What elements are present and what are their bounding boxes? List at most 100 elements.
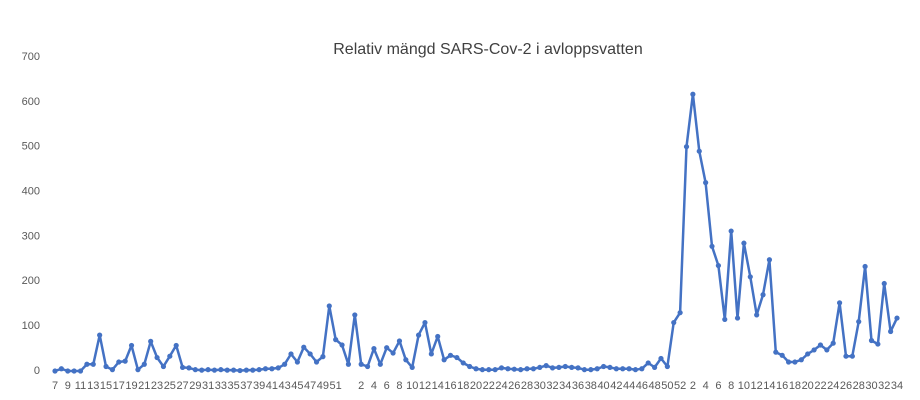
data-point (128, 342, 135, 349)
data-point (811, 347, 817, 353)
data-point (243, 367, 249, 373)
data-point (109, 367, 116, 373)
x-tick-label: 7 (52, 380, 58, 392)
x-tick-label: 30 (865, 380, 877, 392)
x-tick-label: 52 (674, 380, 686, 392)
x-tick-label: 6 (715, 380, 721, 392)
data-point (824, 347, 830, 353)
x-tick-label: 48 (648, 380, 660, 392)
x-tick-label: 19 (125, 380, 137, 392)
x-tick-label: 24 (495, 380, 507, 392)
data-point (645, 360, 651, 366)
data-point (709, 243, 715, 249)
x-tick-label: 18 (457, 380, 469, 392)
data-point (830, 340, 836, 346)
data-point (728, 228, 734, 234)
data-point (371, 345, 377, 352)
data-point (403, 357, 409, 363)
data-point (199, 367, 205, 373)
data-point (664, 363, 670, 370)
x-tick-label: 37 (240, 380, 252, 392)
x-tick-label: 27 (176, 380, 188, 392)
x-tick-label: 22 (483, 380, 495, 392)
data-point (683, 144, 690, 150)
x-tick-label: 36 (572, 380, 584, 392)
data-point (754, 312, 760, 318)
data-point (320, 354, 326, 360)
data-point (530, 366, 537, 372)
y-tick-label: 400 (22, 185, 40, 197)
data-point (766, 257, 773, 263)
x-tick-label: 42 (610, 380, 622, 392)
data-point (460, 360, 466, 366)
data-point (173, 342, 179, 349)
x-tick-label: 34 (891, 380, 903, 392)
data-point (722, 316, 728, 323)
x-tick-label: 20 (802, 380, 814, 392)
x-tick-label: 8 (396, 380, 402, 392)
data-point (696, 148, 702, 154)
data-point (179, 364, 186, 371)
data-point (224, 367, 230, 373)
data-point (779, 352, 785, 358)
x-tick-label: 32 (546, 380, 558, 392)
data-point (58, 366, 64, 372)
data-point (632, 367, 639, 373)
series-line (54, 92, 899, 373)
x-tick-label: 2 (358, 380, 364, 392)
x-tick-label: 21 (138, 380, 150, 392)
x-tick-label: 51 (330, 380, 342, 392)
x-tick-label: 17 (113, 380, 125, 392)
data-point (447, 352, 454, 358)
data-point (894, 315, 900, 321)
data-point (569, 364, 575, 371)
data-point (562, 363, 568, 370)
x-tick-label: 46 (636, 380, 648, 392)
data-point (396, 338, 403, 344)
data-point (607, 364, 613, 371)
data-point (620, 366, 626, 372)
data-point (167, 353, 173, 359)
data-point (588, 367, 594, 373)
x-tick-label: 25 (164, 380, 176, 392)
y-tick-label: 0 (34, 365, 40, 377)
x-tick-label: 9 (65, 380, 71, 392)
x-tick-label: 41 (266, 380, 278, 392)
data-point (760, 292, 766, 298)
data-point (511, 366, 517, 372)
x-tick-label: 14 (763, 380, 775, 392)
x-tick-label: 40 (597, 380, 609, 392)
data-point (384, 345, 390, 351)
data-point (65, 368, 71, 374)
data-point (486, 367, 492, 373)
data-point (275, 365, 281, 371)
data-point (505, 366, 511, 372)
data-point (211, 367, 218, 373)
x-tick-label: 14 (432, 380, 444, 392)
data-point (543, 363, 549, 369)
data-point (186, 365, 192, 371)
x-tick-label: 24 (827, 380, 839, 392)
x-tick-label: 16 (776, 380, 788, 392)
data-point (652, 364, 658, 371)
x-tick-label: 6 (384, 380, 390, 392)
data-point (339, 342, 345, 348)
data-point (294, 359, 300, 365)
data-point (422, 319, 428, 326)
data-point (817, 342, 824, 348)
data-point (785, 359, 792, 365)
data-point (160, 363, 167, 370)
data-point (409, 364, 415, 371)
x-tick-label: 31 (202, 380, 214, 392)
data-point (856, 319, 862, 325)
data-point (556, 364, 562, 371)
data-point (639, 366, 645, 372)
data-point (467, 363, 473, 370)
x-tick-label: 22 (814, 380, 826, 392)
data-point (364, 363, 371, 370)
y-tick-label: 700 (22, 51, 40, 63)
data-point (715, 262, 721, 269)
data-point (600, 363, 607, 370)
data-point (537, 364, 543, 371)
data-point (498, 365, 505, 371)
